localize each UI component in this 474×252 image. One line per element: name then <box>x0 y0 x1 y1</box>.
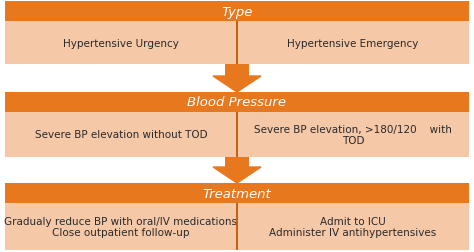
Bar <box>225 158 249 167</box>
Text: Gradualy reduce BP with oral/IV medications
Close outpatient follow-up: Gradualy reduce BP with oral/IV medicati… <box>4 216 237 237</box>
Text: Hypertensive Emergency: Hypertensive Emergency <box>287 38 419 48</box>
Bar <box>5 93 469 113</box>
Bar <box>236 113 238 158</box>
Bar <box>236 22 238 65</box>
Text: Hypertensive Urgency: Hypertensive Urgency <box>63 38 179 48</box>
Bar <box>5 2 469 22</box>
Text: Admit to ICU
Administer IV antihypertensives: Admit to ICU Administer IV antihypertens… <box>269 216 437 237</box>
Text: Treatment: Treatment <box>202 187 272 200</box>
Text: Severe BP elevation without TOD: Severe BP elevation without TOD <box>35 130 207 140</box>
Text: Blood Pressure: Blood Pressure <box>188 96 286 109</box>
Text: Type: Type <box>221 6 253 18</box>
Bar <box>225 65 249 77</box>
Polygon shape <box>213 167 261 183</box>
Bar <box>5 113 469 158</box>
Text: Severe BP elevation, >180/120    with
TOD: Severe BP elevation, >180/120 with TOD <box>254 124 452 146</box>
Bar <box>5 22 469 65</box>
Bar <box>5 203 469 250</box>
Polygon shape <box>213 77 261 93</box>
Bar <box>236 203 238 250</box>
Bar <box>5 183 469 203</box>
